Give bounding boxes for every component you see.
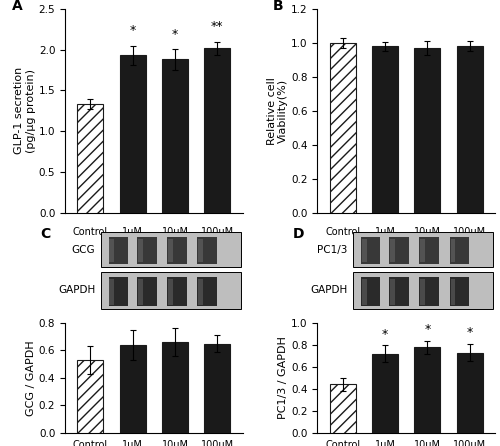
Text: 10μM: 10μM — [162, 227, 188, 237]
Text: Control: Control — [325, 440, 360, 446]
Text: 1μM: 1μM — [122, 440, 143, 446]
Text: C: C — [40, 227, 50, 241]
Bar — [138, 239, 142, 262]
Text: *: * — [382, 327, 388, 340]
Text: 1μM: 1μM — [122, 227, 143, 237]
Bar — [137, 237, 156, 264]
Bar — [198, 277, 217, 306]
Bar — [138, 279, 142, 305]
Bar — [110, 239, 114, 262]
Text: GAPDH: GAPDH — [310, 285, 348, 296]
Text: *: * — [172, 28, 178, 41]
Bar — [390, 279, 395, 305]
Bar — [167, 237, 186, 264]
Bar — [198, 237, 217, 264]
Text: 1μM: 1μM — [374, 227, 396, 237]
Bar — [390, 277, 409, 306]
Text: Control: Control — [73, 227, 108, 237]
Bar — [110, 279, 114, 305]
Text: Control: Control — [325, 227, 360, 237]
Bar — [120, 345, 146, 433]
Bar — [420, 277, 439, 306]
Bar — [168, 239, 173, 262]
Bar — [108, 277, 128, 306]
Bar — [204, 48, 231, 213]
Bar — [330, 43, 356, 213]
Bar — [120, 55, 146, 213]
Text: D: D — [292, 227, 304, 241]
Bar — [450, 279, 456, 305]
Bar — [204, 343, 231, 433]
Bar — [420, 239, 426, 262]
Text: *: * — [466, 326, 472, 339]
Text: 100μM: 100μM — [453, 227, 486, 237]
Bar — [414, 48, 440, 213]
Bar — [450, 239, 456, 262]
Text: 100μM: 100μM — [453, 440, 486, 446]
Bar — [198, 279, 203, 305]
Text: *: * — [424, 323, 430, 336]
Text: 1μM: 1μM — [374, 440, 396, 446]
Text: *: * — [130, 25, 136, 37]
Bar — [198, 239, 203, 262]
Bar — [390, 239, 395, 262]
Text: A: A — [12, 0, 22, 13]
Text: GCG: GCG — [72, 244, 95, 255]
Bar — [100, 232, 241, 267]
Text: 10μM: 10μM — [162, 440, 188, 446]
Text: 100μM: 100μM — [200, 227, 234, 237]
Bar — [456, 46, 482, 213]
Bar — [78, 104, 104, 213]
Bar — [162, 59, 188, 213]
Text: GAPDH: GAPDH — [58, 285, 95, 296]
Bar — [450, 277, 469, 306]
Bar — [361, 237, 380, 264]
Bar — [390, 237, 409, 264]
Bar — [362, 239, 366, 262]
Bar — [372, 354, 398, 433]
Text: Control: Control — [73, 440, 108, 446]
Text: 100μM: 100μM — [200, 440, 234, 446]
Bar — [420, 279, 426, 305]
Y-axis label: Relative cell
Viability(%): Relative cell Viability(%) — [266, 77, 288, 145]
Bar — [450, 237, 469, 264]
Text: PC1/3: PC1/3 — [317, 244, 348, 255]
Bar — [108, 237, 128, 264]
Bar — [162, 342, 188, 433]
Y-axis label: GCG / GAPDH: GCG / GAPDH — [26, 340, 36, 416]
Bar — [361, 277, 380, 306]
Bar — [137, 277, 156, 306]
Bar — [353, 272, 493, 309]
Bar — [168, 279, 173, 305]
Bar — [330, 384, 356, 433]
Bar — [372, 46, 398, 213]
Bar — [456, 353, 482, 433]
Bar — [78, 360, 104, 433]
Text: SA: SA — [420, 253, 434, 263]
Bar — [353, 232, 493, 267]
Y-axis label: PC1/3 / GAPDH: PC1/3 / GAPDH — [278, 336, 288, 419]
Text: 10μM: 10μM — [414, 440, 441, 446]
Bar — [100, 272, 241, 309]
Text: **: ** — [211, 21, 224, 33]
Bar — [420, 237, 439, 264]
Bar — [167, 277, 186, 306]
Text: SA: SA — [168, 253, 182, 263]
Text: 10μM: 10μM — [414, 227, 441, 237]
Text: B: B — [273, 0, 283, 13]
Bar — [362, 279, 366, 305]
Y-axis label: GLP-1 secretion
(pg/μg protein): GLP-1 secretion (pg/μg protein) — [14, 67, 36, 154]
Bar — [414, 347, 440, 433]
